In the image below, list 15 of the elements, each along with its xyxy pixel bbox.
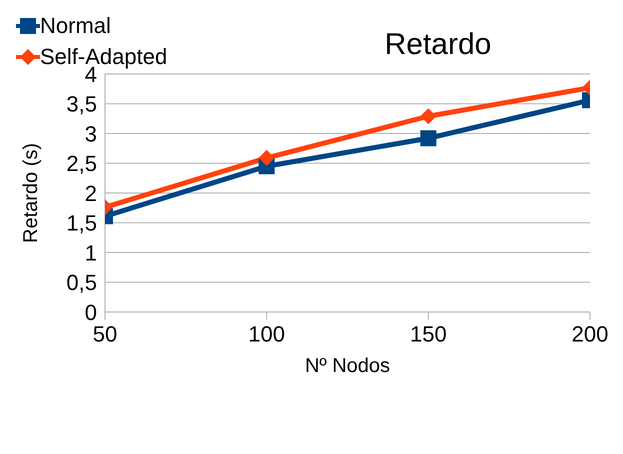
y-tick-label: 1 xyxy=(84,240,97,266)
chart-title: Retardo xyxy=(384,28,492,62)
legend-label: Self-Adapted xyxy=(40,44,168,69)
y-tick-label: 2 xyxy=(84,180,97,206)
x-tick-label: 200 xyxy=(572,322,608,347)
y-tick-label: 3,5 xyxy=(66,92,97,117)
y-tick-label: 1,5 xyxy=(66,210,97,236)
x-axis-title: Nº Nodos xyxy=(304,355,390,377)
x-tick-label: 150 xyxy=(410,322,447,347)
y-tick-label: 0,5 xyxy=(66,270,97,296)
y-tick-label: 3 xyxy=(84,121,97,146)
y-tick-label: 2,5 xyxy=(66,151,97,176)
y-axis-title: Retardo (s) xyxy=(20,142,42,243)
legend-label: Normal xyxy=(40,12,111,38)
x-tick-label: 100 xyxy=(248,322,286,347)
